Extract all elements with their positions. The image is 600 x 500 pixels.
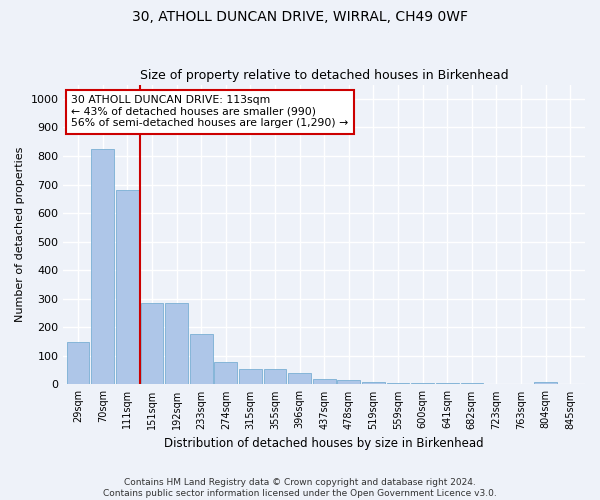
Bar (337, 380, 360, 384)
Title: Size of property relative to detached houses in Birkenhead: Size of property relative to detached ho… (140, 69, 509, 82)
Bar (288, 373, 311, 384)
Bar (67, 342, 89, 384)
Text: Contains HM Land Registry data © Crown copyright and database right 2024.
Contai: Contains HM Land Registry data © Crown c… (103, 478, 497, 498)
Bar (91, 149, 114, 384)
Bar (436, 383, 458, 384)
Bar (190, 334, 212, 384)
Text: 30, ATHOLL DUNCAN DRIVE, WIRRAL, CH49 0WF: 30, ATHOLL DUNCAN DRIVE, WIRRAL, CH49 0W… (132, 10, 468, 24)
Bar (165, 303, 188, 384)
Bar (461, 383, 483, 384)
Bar (313, 378, 335, 384)
Bar (116, 190, 139, 384)
Bar (140, 303, 163, 384)
Bar (412, 383, 434, 384)
X-axis label: Distribution of detached houses by size in Birkenhead: Distribution of detached houses by size … (164, 437, 484, 450)
Y-axis label: Number of detached properties: Number of detached properties (15, 147, 25, 322)
Bar (239, 368, 262, 384)
Text: 30 ATHOLL DUNCAN DRIVE: 113sqm
← 43% of detached houses are smaller (990)
56% of: 30 ATHOLL DUNCAN DRIVE: 113sqm ← 43% of … (71, 95, 349, 128)
Bar (214, 362, 237, 384)
Bar (362, 382, 385, 384)
Bar (535, 382, 557, 384)
Bar (386, 383, 409, 384)
Bar (263, 368, 286, 384)
